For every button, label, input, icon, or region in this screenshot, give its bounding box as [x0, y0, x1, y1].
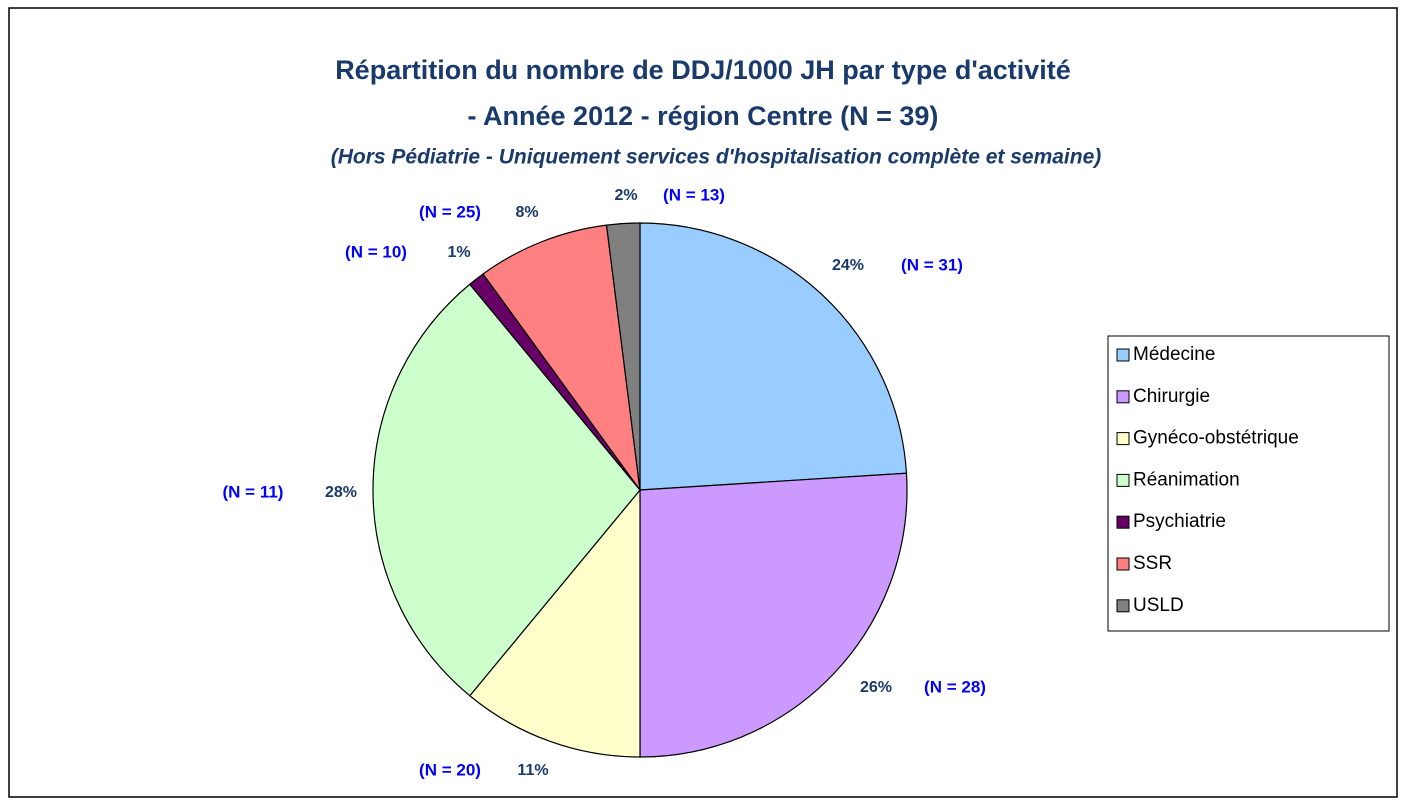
- legend-label: Réanimation: [1133, 469, 1240, 490]
- legend-swatch: [1116, 348, 1130, 362]
- pie-slice: [639, 472, 908, 758]
- chart-title: Répartition du nombre de DDJ/1000 JH par…: [335, 55, 1071, 85]
- value-label: 8%: [515, 204, 538, 221]
- value-label: 11%: [517, 762, 548, 779]
- value-label: 1%: [447, 244, 470, 261]
- chart-frame: [8, 7, 1398, 798]
- legend-swatch: [1116, 557, 1130, 571]
- legend-label: Médecine: [1133, 344, 1215, 365]
- value-label: 2%: [614, 187, 637, 204]
- slice-annotation: (N = 28): [924, 677, 986, 696]
- legend-label: Chirurgie: [1133, 386, 1210, 407]
- legend-label: Psychiatrie: [1133, 511, 1226, 532]
- legend-label: SSR: [1133, 553, 1172, 574]
- legend-swatch: [1116, 432, 1130, 446]
- value-label: 28%: [325, 484, 357, 501]
- legend-label: USLD: [1133, 595, 1184, 616]
- slice-annotation: (N = 31): [901, 255, 963, 274]
- slice-annotation: (N = 13): [663, 185, 725, 204]
- chart-title: - Année 2012 - région Centre (N = 39): [468, 101, 939, 131]
- pie-slice: [468, 488, 641, 758]
- pie-slice: [639, 222, 908, 491]
- pie-slice: [482, 224, 641, 491]
- legend-label: Gynéco-obstétrique: [1133, 428, 1299, 449]
- legend-swatch: [1116, 515, 1130, 529]
- value-label: 26%: [860, 679, 892, 696]
- value-label: 24%: [832, 257, 864, 274]
- legend-swatch: [1116, 599, 1130, 613]
- pie-slice: [605, 222, 641, 491]
- chart-subtitle: (Hors Pédiatrie - Uniquement services d'…: [331, 146, 1102, 169]
- legend: [1107, 335, 1390, 632]
- slice-annotation: (N = 25): [419, 202, 481, 221]
- slice-annotation: (N = 11): [223, 482, 284, 501]
- legend-swatch: [1116, 390, 1130, 404]
- legend-swatch: [1116, 473, 1130, 487]
- slice-annotation: (N = 20): [419, 760, 481, 779]
- slice-annotation: (N = 10): [345, 242, 407, 261]
- pie-slice: [372, 283, 641, 697]
